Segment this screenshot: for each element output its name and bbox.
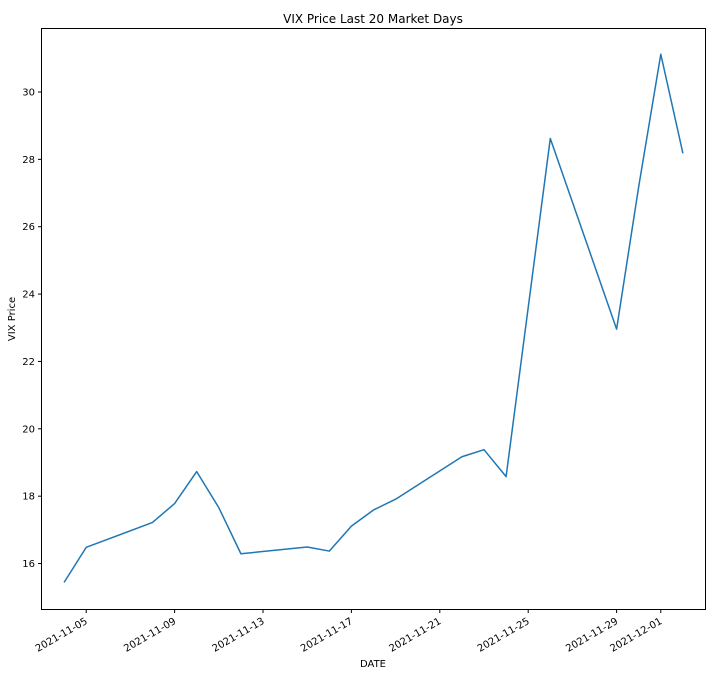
- y-tick-label: 20: [22, 424, 35, 435]
- x-tick-label: 2021-11-09: [122, 616, 178, 655]
- x-axis-label: DATE: [360, 659, 386, 670]
- x-tick-label: 2021-11-21: [387, 616, 443, 655]
- y-tick-label: 16: [22, 559, 35, 570]
- y-axis-label: VIX Price: [7, 297, 18, 341]
- series-layer: [64, 54, 683, 582]
- x-tick-label: 2021-11-17: [299, 616, 355, 655]
- plot-frame: [42, 29, 706, 610]
- y-tick-label: 18: [22, 492, 35, 503]
- y-tick-label: 26: [22, 222, 35, 233]
- y-tick-label: 24: [22, 290, 35, 301]
- y-tick-label: 22: [22, 357, 35, 368]
- y-axis: 16 18 20 22 24 26 28 30: [22, 87, 42, 570]
- chart-title: VIX Price Last 20 Market Days: [283, 12, 463, 26]
- x-tick-label: 2021-11-13: [211, 616, 267, 655]
- x-axis: 2021-11-05 2021-11-09 2021-11-13 2021-11-17…: [34, 609, 664, 655]
- x-tick-label: 2021-11-25: [476, 616, 532, 655]
- y-tick-label: 30: [22, 87, 35, 98]
- y-tick-label: 28: [22, 155, 35, 166]
- x-tick-label: 2021-11-05: [34, 616, 90, 655]
- series-line: [64, 54, 683, 582]
